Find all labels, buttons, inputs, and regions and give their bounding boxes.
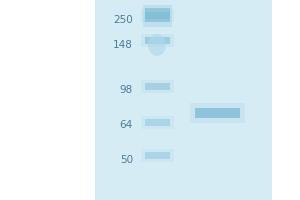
Bar: [141, 80, 174, 93]
Ellipse shape: [148, 34, 166, 56]
Bar: [141, 9, 174, 22]
Bar: [145, 152, 170, 159]
Bar: [95, 0, 272, 200]
Text: 98: 98: [120, 85, 133, 95]
Text: 250: 250: [113, 15, 133, 25]
Bar: [141, 149, 174, 162]
Bar: [190, 103, 245, 123]
Bar: [141, 34, 174, 47]
Bar: [141, 116, 174, 129]
Bar: [145, 119, 170, 126]
Bar: [145, 83, 170, 90]
Bar: [145, 8, 170, 22]
Text: 148: 148: [113, 40, 133, 50]
Bar: [195, 108, 240, 118]
Bar: [0, 0, 95, 200]
Text: 64: 64: [120, 120, 133, 130]
Text: 50: 50: [120, 155, 133, 165]
Bar: [145, 37, 170, 44]
Bar: [272, 0, 300, 200]
Bar: [145, 12, 170, 19]
Bar: [143, 5, 172, 27]
